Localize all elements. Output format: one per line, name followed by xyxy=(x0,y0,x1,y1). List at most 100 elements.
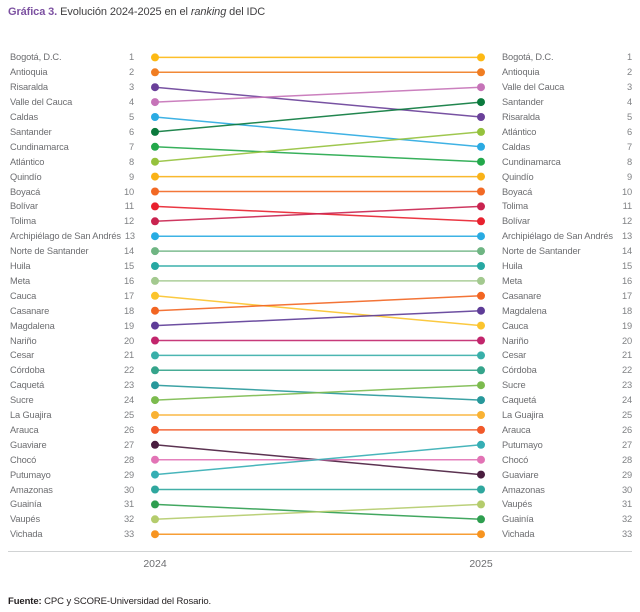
department-name: Tolima xyxy=(502,201,528,212)
department-name: Santander xyxy=(10,126,52,137)
slope-line xyxy=(154,205,482,223)
chart-title-label: Gráfica 3. xyxy=(8,6,58,18)
department-rank: 3 xyxy=(626,82,632,93)
department-rank: 2 xyxy=(626,67,632,78)
rank-dot-2024 xyxy=(151,440,159,449)
department-row-left: Sucre 24 xyxy=(10,393,134,407)
rank-dot-2024 xyxy=(151,321,159,330)
department-name: Sucre xyxy=(10,395,34,406)
department-name: Cundinamarca xyxy=(10,141,69,152)
rank-dot-2024 xyxy=(151,425,159,434)
source-label: Fuente: xyxy=(8,596,42,607)
department-rank: 1 xyxy=(128,52,134,63)
rank-dot-2025 xyxy=(477,515,485,524)
department-rank: 18 xyxy=(123,305,134,316)
department-row-left: Santander 6 xyxy=(10,125,134,139)
rank-dot-2024 xyxy=(151,232,159,241)
department-rank: 11 xyxy=(622,201,633,212)
department-row-right: Huila 15 xyxy=(502,259,632,273)
department-rank: 27 xyxy=(621,439,632,450)
department-rank: 8 xyxy=(626,156,632,167)
rank-dot-2024 xyxy=(151,202,159,211)
department-rank: 7 xyxy=(626,141,632,152)
rank-dot-2024 xyxy=(151,455,159,464)
department-rank: 18 xyxy=(621,305,632,316)
department-rank: 33 xyxy=(123,529,134,540)
department-row-right: Meta 16 xyxy=(502,274,632,288)
department-rank: 3 xyxy=(128,82,134,93)
rank-dot-2024 xyxy=(151,142,159,151)
department-rank: 32 xyxy=(621,514,632,525)
department-rank: 19 xyxy=(621,320,632,331)
rank-dot-2025 xyxy=(477,157,485,166)
department-row-left: Magdalena 19 xyxy=(10,319,134,333)
department-row-right: Vichada 33 xyxy=(502,527,632,541)
department-row-right: Sucre 23 xyxy=(502,378,632,392)
department-name: Sucre xyxy=(502,380,526,391)
department-name: Valle del Cauca xyxy=(502,82,565,93)
rank-dot-2025 xyxy=(477,113,485,121)
department-row-right: Valle del Cauca 3 xyxy=(502,80,632,94)
department-row-right: Cauca 19 xyxy=(502,319,632,333)
department-name: Chocó xyxy=(10,454,37,465)
rank-dot-2024 xyxy=(151,217,159,226)
department-row-right: Santander 4 xyxy=(502,95,632,109)
department-rank: 14 xyxy=(621,246,632,257)
department-name: Nariño xyxy=(10,335,37,346)
department-name: Risaralda xyxy=(502,112,540,122)
department-row-right: Atlántico 6 xyxy=(502,125,632,139)
axis-label-2024: 2024 xyxy=(143,558,167,570)
department-row-right: Amazonas 30 xyxy=(502,483,632,497)
department-rank: 16 xyxy=(123,275,134,286)
department-rank: 15 xyxy=(621,261,632,271)
department-name: Cundinamarca xyxy=(502,156,561,167)
department-row-right: Magdalena 18 xyxy=(502,304,632,318)
slope-line xyxy=(154,503,482,521)
department-rank: 13 xyxy=(124,231,135,242)
department-row-left: Valle del Cauca 4 xyxy=(10,95,134,109)
rank-dot-2025 xyxy=(477,381,485,390)
department-rank: 14 xyxy=(123,246,134,257)
department-rank: 6 xyxy=(128,126,134,137)
rank-dot-2025 xyxy=(477,470,485,479)
department-rank: 27 xyxy=(123,439,134,450)
department-rank: 26 xyxy=(621,424,632,435)
department-row-right: Vaupés 31 xyxy=(502,497,632,511)
department-row-right: Putumayo 27 xyxy=(502,438,632,452)
department-rank: 4 xyxy=(128,97,134,108)
department-row-left: Chocó 28 xyxy=(10,453,134,467)
department-name: Cauca xyxy=(502,320,529,331)
department-row-left: Córdoba 22 xyxy=(10,363,134,377)
slope-line xyxy=(154,384,482,401)
department-name: Guainía xyxy=(502,514,534,525)
chart-title: Gráfica 3. Evolución 2024-2025 en el ran… xyxy=(8,6,265,18)
rank-dot-2024 xyxy=(151,172,159,181)
rank-dot-2024 xyxy=(151,381,159,390)
department-name: Nariño xyxy=(502,335,529,346)
department-rank: 17 xyxy=(123,290,134,301)
department-name: La Guajira xyxy=(502,410,544,420)
rank-dot-2025 xyxy=(477,247,485,256)
department-row-left: Huila 15 xyxy=(10,259,134,273)
department-row-left: Casanare 18 xyxy=(10,304,134,318)
department-row-left: Cundinamarca 7 xyxy=(10,140,134,154)
rank-dot-2025 xyxy=(477,68,485,77)
department-name: Tolima xyxy=(10,216,36,227)
source-text: CPC y SCORE-Universidad del Rosario. xyxy=(41,596,212,607)
rank-dot-2024 xyxy=(151,336,159,345)
department-row-left: Arauca 26 xyxy=(10,423,134,437)
department-name: Arauca xyxy=(502,424,531,435)
axis-divider-line xyxy=(8,551,632,552)
rank-dot-2025 xyxy=(477,187,485,196)
rank-dot-2025 xyxy=(477,321,485,330)
department-rank: 30 xyxy=(621,484,632,495)
department-row-left: Nariño 20 xyxy=(10,334,134,348)
department-name: Arauca xyxy=(10,424,39,435)
rank-dot-2025 xyxy=(477,276,485,285)
rank-dot-2025 xyxy=(477,98,485,107)
rank-dot-2025 xyxy=(477,530,485,539)
rank-dot-2025 xyxy=(477,172,485,181)
department-row-left: Cesar 21 xyxy=(10,348,134,362)
